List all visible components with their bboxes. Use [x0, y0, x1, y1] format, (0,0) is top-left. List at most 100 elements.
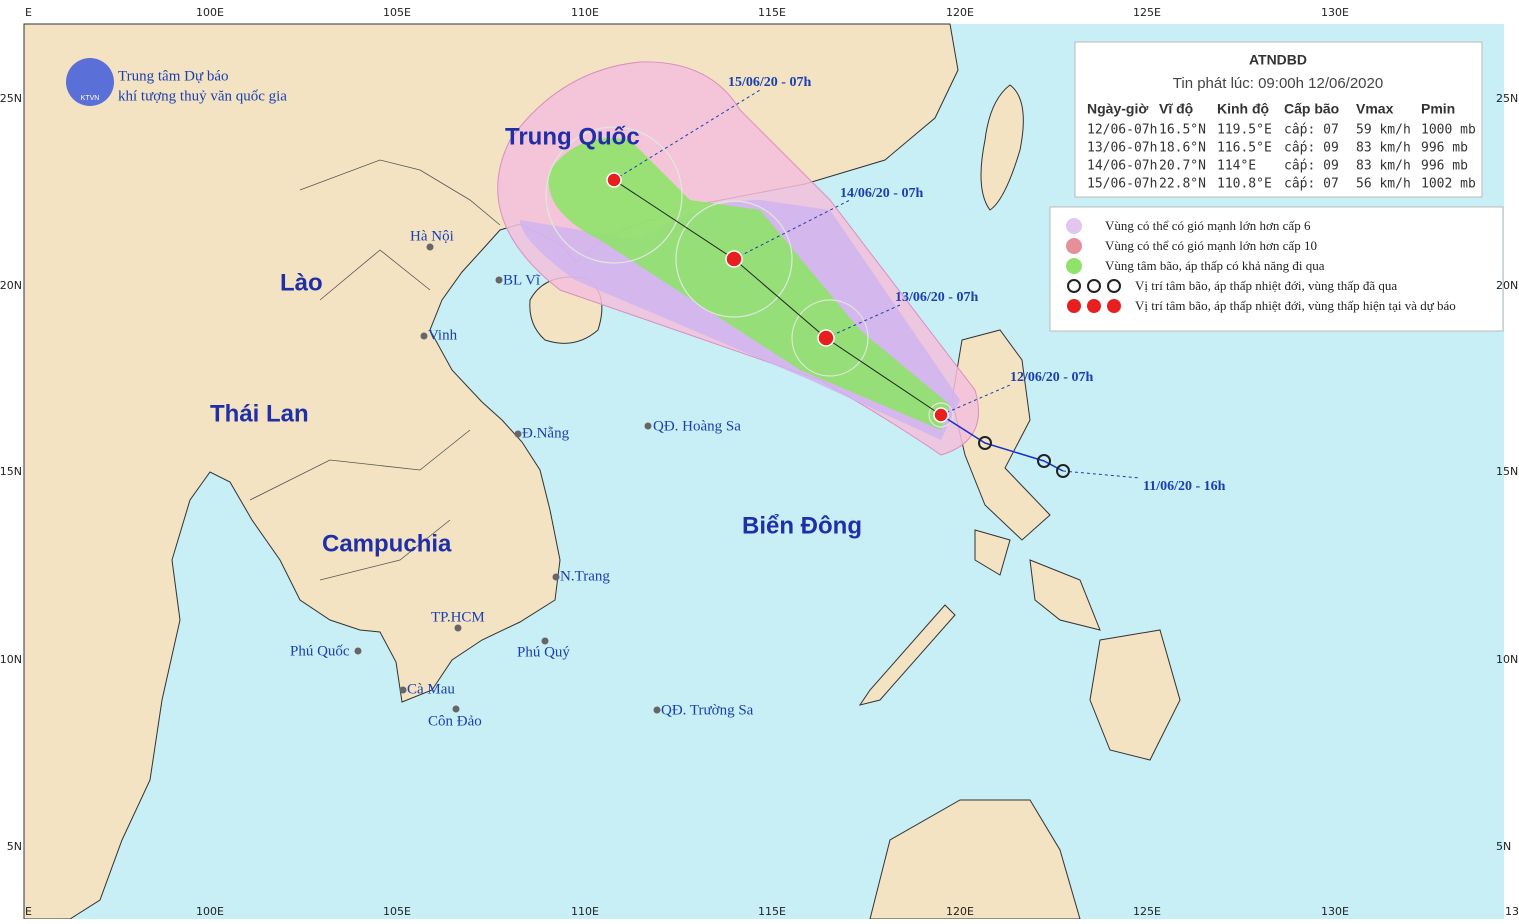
table-cell: 18.6°N: [1159, 141, 1206, 156]
lon-label: 115E: [758, 6, 786, 19]
legend-swatch: [1066, 258, 1082, 274]
table-cell: cấp: 09: [1284, 159, 1339, 174]
legend-swatch: [1066, 218, 1082, 234]
lon-label: 110E: [571, 6, 599, 19]
lat-label: 10N: [1496, 653, 1518, 666]
table-header: Kinh độ: [1217, 101, 1269, 117]
lat-label: 5N: [7, 840, 22, 853]
agency: Trung tâm Dự báo: [118, 68, 229, 84]
table-header: Ngày-giờ: [1087, 101, 1148, 117]
lat-label: 20N: [1496, 279, 1518, 292]
table-header: Pmin: [1421, 101, 1455, 117]
table-cell: 15/06-07h: [1087, 177, 1157, 192]
place-label: Vinh: [428, 327, 458, 343]
track-label: 12/06/20 - 07h: [1010, 370, 1093, 385]
place-dot: [454, 624, 462, 632]
place-dot: [653, 706, 661, 714]
table-cell: 22.8°N: [1159, 177, 1206, 192]
borders: [249, 159, 501, 581]
place-dot: [514, 430, 522, 438]
table-cell: 59 km/h: [1356, 123, 1411, 138]
zone-center: [548, 138, 950, 430]
region-label: Campuchia: [322, 530, 452, 557]
table-cell: 56 km/h: [1356, 177, 1411, 192]
issued: Tin phát lúc: 09:00h 12/06/2020: [1173, 75, 1383, 92]
track-label: 15/06/20 - 07h: [728, 75, 811, 90]
agency: khí tượng thuỷ văn quốc gia: [118, 88, 287, 104]
legend-label: Vị trí tâm bão, áp thấp nhiệt đới, vùng …: [1135, 278, 1397, 293]
place-dot: [541, 637, 549, 645]
table-cell: 83 km/h: [1356, 159, 1411, 174]
lon-label: E: [25, 6, 32, 19]
table-cell: 16.5°N: [1159, 123, 1206, 138]
lon-label: 100E: [196, 905, 224, 918]
place-dots: [354, 243, 661, 714]
place-label: Cà Mau: [407, 681, 455, 697]
place-label: QĐ. Trường Sa: [661, 702, 754, 718]
lon-label: 115E: [758, 905, 786, 918]
lat-label: 25N: [0, 92, 22, 105]
info-table: ATNDBD Tin phát lúc: 09:00h 12/06/2020 N…: [1074, 41, 1483, 198]
place-dot: [495, 276, 503, 284]
legend-label: Vị trí tâm bão, áp thấp nhiệt đới, vùng …: [1135, 298, 1456, 313]
place-dot: [354, 647, 362, 655]
logo: KTVN Trung tâm Dự báo khí tượng thuỷ văn…: [66, 58, 287, 106]
table-cell: 996 mb: [1421, 159, 1468, 174]
legend-box: [1049, 206, 1504, 332]
lat-label: 15N: [1496, 465, 1518, 478]
table-cell: cấp: 07: [1284, 177, 1339, 192]
legend: Vùng có thể có gió mạnh lớn hơn cấp 6 Vùn…: [1049, 206, 1504, 332]
table-cell: cấp: 09: [1284, 141, 1339, 156]
table-cell: 1002 mb: [1421, 177, 1476, 192]
legend-label: Vùng có thể có gió mạnh lớn hơn cấp 6: [1105, 218, 1311, 233]
region-label: Biển Đông: [742, 512, 862, 539]
lon-label: E: [25, 905, 32, 918]
place-label: TP.HCM: [431, 609, 485, 625]
table-cell: 116.5°E: [1217, 141, 1272, 156]
place-label: QĐ. Hoàng Sa: [653, 418, 741, 434]
lon-label: 13: [1505, 905, 1519, 918]
lat-label: 5N: [1496, 840, 1511, 853]
lon-label: 125E: [1133, 6, 1161, 19]
place-label: Đ.Nẵng: [522, 425, 570, 441]
lon-label: 120E: [946, 6, 974, 19]
land: [23, 23, 1181, 920]
table-cell: 119.5°E: [1217, 123, 1272, 138]
lon-label: 130E: [1321, 905, 1349, 918]
table-box: [1074, 41, 1483, 198]
lon-label: 120E: [946, 905, 974, 918]
table-cell: cấp: 07: [1284, 123, 1339, 138]
table-cell: 114°E: [1217, 159, 1256, 174]
place-label: Phú Quý: [517, 644, 570, 660]
place-dot: [399, 686, 407, 694]
track-label: 13/06/20 - 07h: [895, 290, 978, 305]
logo-text: KTVN: [81, 95, 100, 102]
table-cell: 83 km/h: [1356, 141, 1411, 156]
place-dot: [644, 422, 652, 430]
table-header: Vĩ độ: [1159, 101, 1193, 117]
place-label: BL Vĩ: [503, 272, 541, 288]
place-dot: [452, 705, 460, 713]
place-dot: [420, 332, 428, 340]
table-cell: 12/06-07h: [1087, 123, 1157, 138]
legend-label: Vùng tâm bão, áp thấp có khả năng đi qua: [1105, 258, 1325, 273]
table-title: ATNDBD: [1249, 52, 1307, 68]
lat-label: 10N: [0, 653, 22, 666]
table-header: Cấp bão: [1284, 101, 1339, 117]
lat-label: 15N: [0, 465, 22, 478]
lon-label: 105E: [383, 905, 411, 918]
lon-label: 110E: [571, 905, 599, 918]
table-cell: 996 mb: [1421, 141, 1468, 156]
lon-label: 100E: [196, 6, 224, 19]
table-cell: 13/06-07h: [1087, 141, 1157, 156]
lat-label: 20N: [0, 279, 22, 292]
track-label: 11/06/20 - 16h: [1143, 479, 1226, 494]
place-dot: [552, 573, 560, 581]
lon-label: 130E: [1321, 6, 1349, 19]
place-label: N.Trang: [560, 568, 610, 584]
place-label: Côn Đảo: [428, 713, 482, 729]
lat-label: 25N: [1496, 92, 1518, 105]
place-label: Hà Nội: [410, 228, 454, 244]
track: [606, 89, 1141, 479]
